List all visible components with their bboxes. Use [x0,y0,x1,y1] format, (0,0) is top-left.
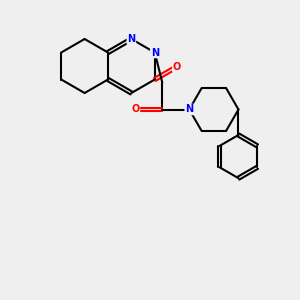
Text: N: N [151,47,159,58]
Text: N: N [127,34,135,44]
Text: N: N [185,104,193,115]
Text: O: O [173,62,181,72]
Text: O: O [131,104,140,115]
